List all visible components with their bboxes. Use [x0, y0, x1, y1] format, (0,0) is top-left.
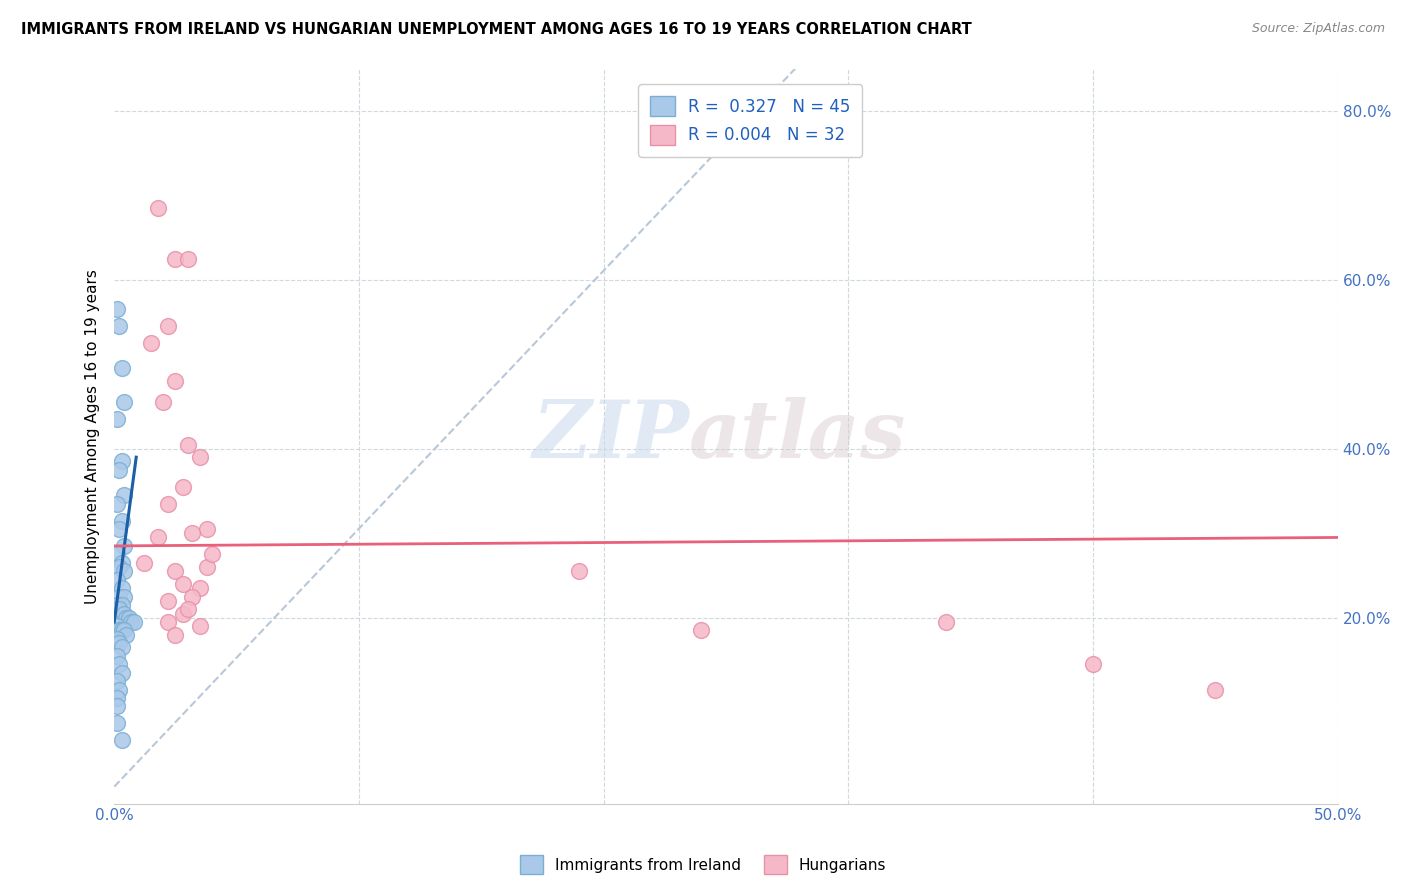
Point	[110, 581, 132, 595]
Point	[188, 619, 211, 633]
Point	[110, 556, 132, 570]
Point	[105, 716, 128, 731]
Point	[108, 319, 131, 334]
Point	[148, 201, 170, 215]
Point	[108, 463, 131, 477]
Legend: R =  0.327   N = 45, R = 0.004   N = 32: R = 0.327 N = 45, R = 0.004 N = 32	[638, 84, 862, 156]
Point	[112, 395, 135, 409]
Point	[105, 598, 128, 612]
Point	[105, 302, 128, 317]
Point	[112, 488, 135, 502]
Point	[115, 627, 138, 641]
Point	[105, 573, 128, 587]
Point	[105, 412, 128, 426]
Point	[181, 590, 204, 604]
Point	[1204, 682, 1226, 697]
Point	[165, 564, 187, 578]
Point	[188, 450, 211, 465]
Point	[110, 454, 132, 468]
Point	[105, 699, 128, 714]
Point	[105, 547, 128, 561]
Point	[110, 624, 132, 638]
Point	[172, 607, 194, 621]
Text: ZIP: ZIP	[533, 397, 689, 475]
Point	[105, 648, 128, 663]
Text: Source: ZipAtlas.com: Source: ZipAtlas.com	[1251, 22, 1385, 36]
Text: atlas: atlas	[689, 397, 907, 475]
Point	[195, 522, 218, 536]
Point	[108, 682, 131, 697]
Point	[108, 590, 131, 604]
Point	[112, 590, 135, 604]
Point	[108, 602, 131, 616]
Point	[201, 547, 224, 561]
Point	[122, 615, 145, 629]
Text: IMMIGRANTS FROM IRELAND VS HUNGARIAN UNEMPLOYMENT AMONG AGES 16 TO 19 YEARS CORR: IMMIGRANTS FROM IRELAND VS HUNGARIAN UNE…	[21, 22, 972, 37]
Point	[105, 619, 128, 633]
Point	[195, 560, 218, 574]
Point	[1081, 657, 1104, 672]
Point	[165, 374, 187, 388]
Point	[108, 624, 131, 638]
Point	[115, 611, 138, 625]
Point	[105, 674, 128, 689]
Point	[148, 531, 170, 545]
Point	[120, 615, 142, 629]
Point	[139, 336, 162, 351]
Point	[112, 607, 135, 621]
Point	[108, 636, 131, 650]
Point	[172, 577, 194, 591]
Y-axis label: Unemployment Among Ages 16 to 19 years: Unemployment Among Ages 16 to 19 years	[86, 268, 100, 604]
Point	[118, 611, 141, 625]
Point	[165, 627, 187, 641]
Point	[157, 319, 180, 334]
Point	[110, 514, 132, 528]
Point	[112, 539, 135, 553]
Point	[176, 252, 198, 266]
Point	[112, 624, 135, 638]
Point	[108, 657, 131, 672]
Point	[110, 733, 132, 747]
Point	[152, 395, 174, 409]
Point	[110, 361, 132, 376]
Point	[105, 691, 128, 706]
Point	[105, 497, 128, 511]
Point	[157, 594, 180, 608]
Point	[690, 624, 713, 638]
Point	[110, 640, 132, 655]
Point	[108, 522, 131, 536]
Point	[157, 497, 180, 511]
Point	[110, 598, 132, 612]
Point	[132, 556, 155, 570]
Point	[935, 615, 957, 629]
Point	[568, 564, 591, 578]
Point	[176, 602, 198, 616]
Point	[110, 665, 132, 680]
Legend: Immigrants from Ireland, Hungarians: Immigrants from Ireland, Hungarians	[513, 849, 893, 880]
Point	[181, 526, 204, 541]
Point	[172, 480, 194, 494]
Point	[188, 581, 211, 595]
Point	[165, 252, 187, 266]
Point	[105, 632, 128, 646]
Point	[176, 437, 198, 451]
Point	[157, 615, 180, 629]
Point	[108, 560, 131, 574]
Point	[112, 564, 135, 578]
